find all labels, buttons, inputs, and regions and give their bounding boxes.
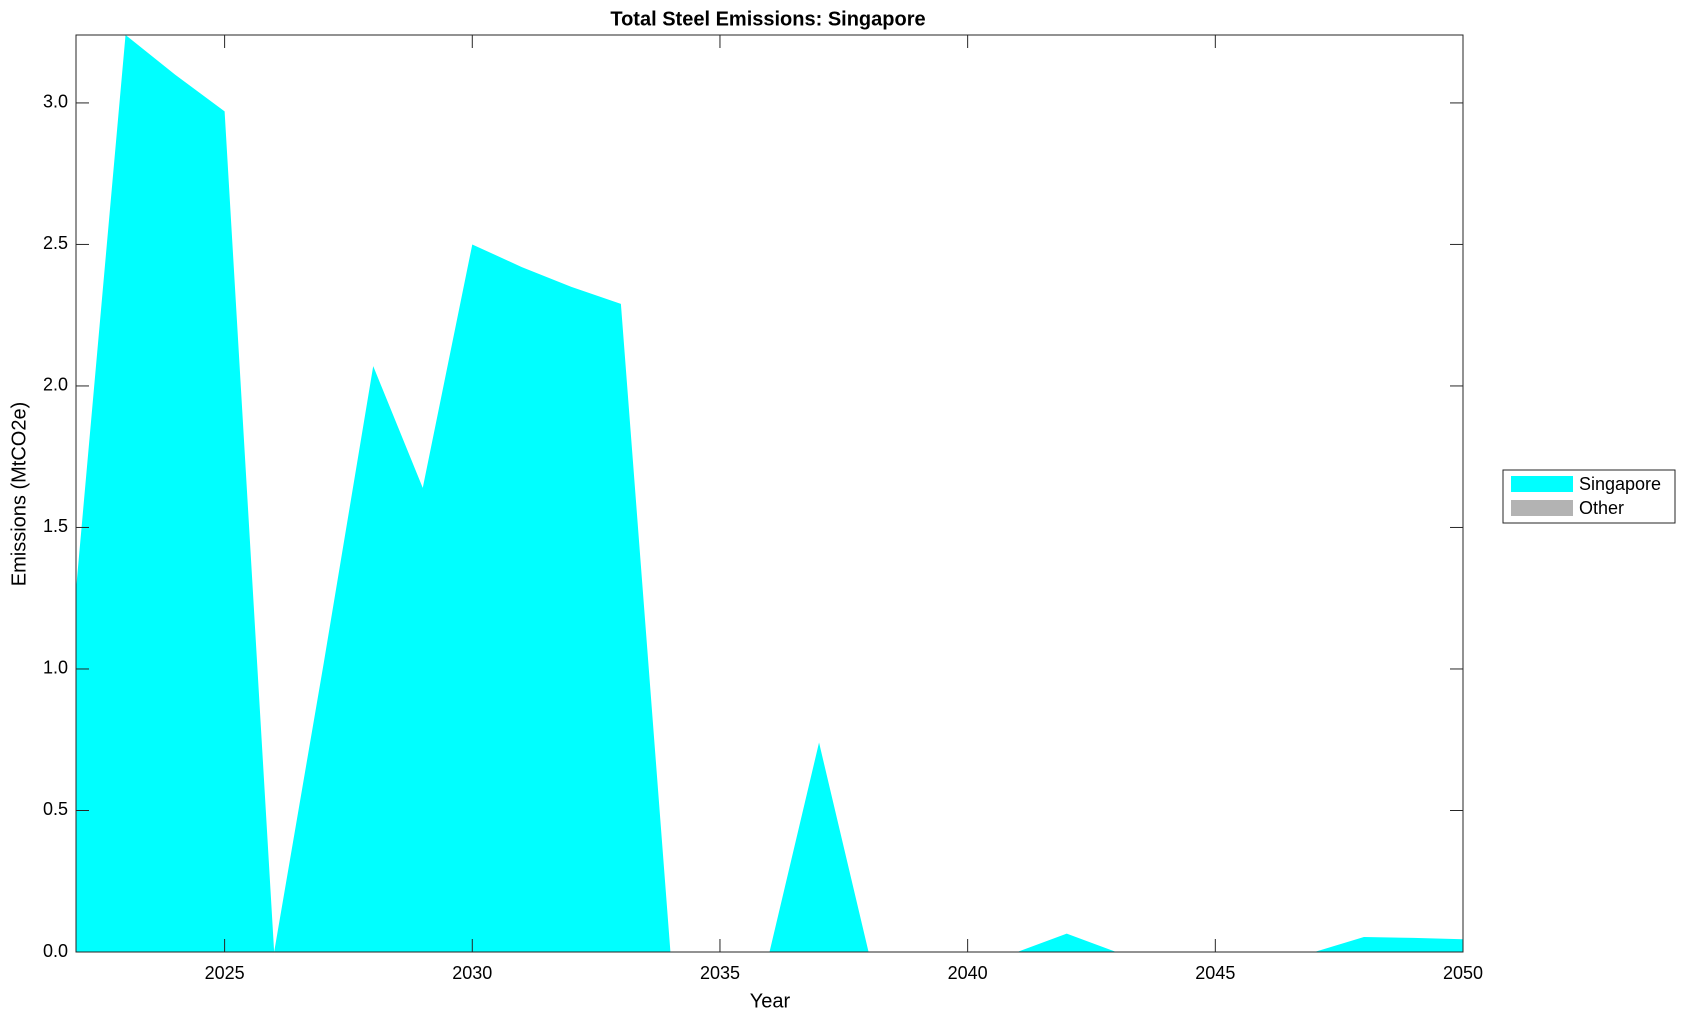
- legend-swatch: [1511, 476, 1573, 492]
- y-tick-label: 1.5: [43, 516, 68, 536]
- y-tick-label: 2.5: [43, 233, 68, 253]
- legend-label: Singapore: [1579, 474, 1661, 494]
- y-tick-label: 0.5: [43, 799, 68, 819]
- area: [76, 35, 1463, 952]
- y-axis-label: Emissions (MtCO2e): [8, 402, 30, 586]
- x-tick-label: 2030: [452, 963, 492, 983]
- legend-swatch: [1511, 500, 1573, 516]
- plot-frame: [75, 34, 1464, 953]
- y-tick-label: 3.0: [43, 92, 68, 112]
- x-tick-label: 2045: [1195, 963, 1235, 983]
- x-tick-label: 2050: [1443, 963, 1483, 983]
- y-tick-label: 2.0: [43, 375, 68, 395]
- y-tick-label: 0.0: [43, 941, 68, 961]
- chart-title: Total Steel Emissions: Singapore: [610, 8, 925, 30]
- area: [76, 35, 1463, 952]
- x-axis-label: Year: [750, 990, 791, 1012]
- y-tick-label: 1.0: [43, 658, 68, 678]
- x-tick-label: 2035: [700, 963, 740, 983]
- x-tick-label: 2040: [948, 963, 988, 983]
- x-tick-label: 2025: [205, 963, 245, 983]
- legend-label: Other: [1579, 498, 1624, 518]
